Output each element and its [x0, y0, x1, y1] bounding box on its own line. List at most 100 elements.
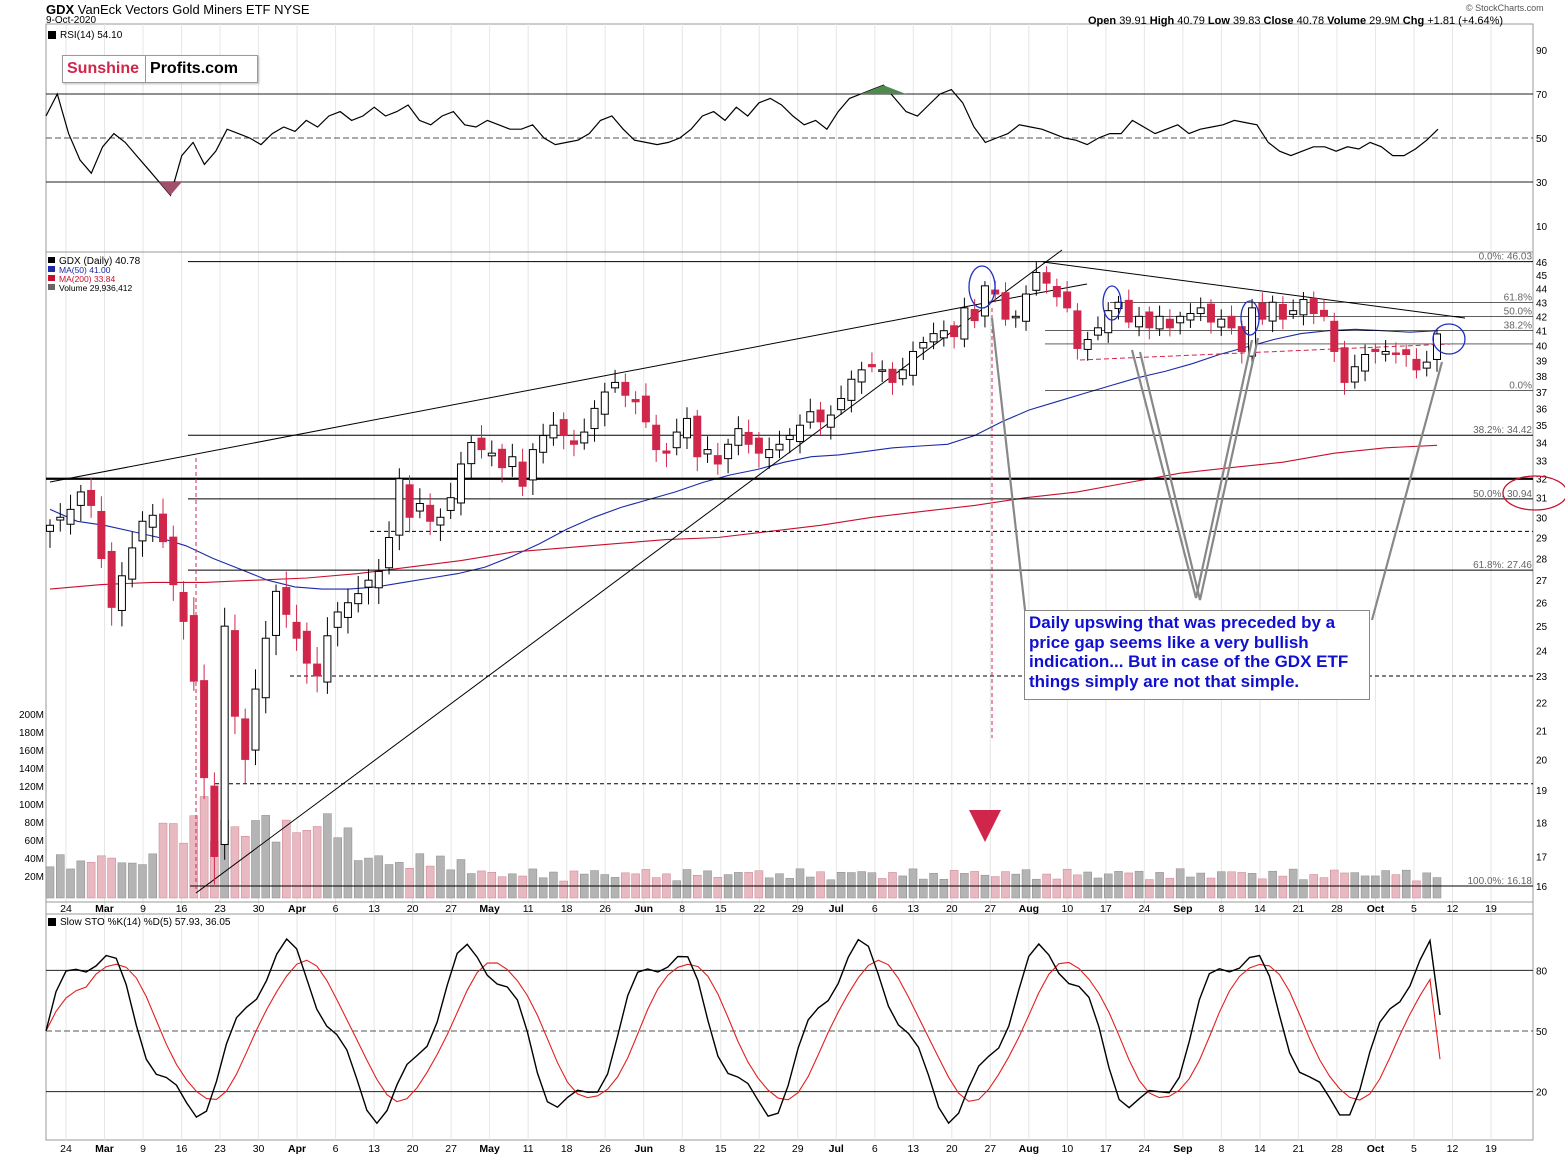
- price-y-tick: 27: [1536, 576, 1548, 587]
- candle-body: [1042, 272, 1051, 284]
- x-tick-label-bottom: 23: [214, 1143, 226, 1155]
- candle-body: [837, 398, 846, 411]
- x-tick-label-bottom: 20: [946, 1143, 958, 1155]
- price-legend-swatch: [48, 257, 55, 263]
- gap-ellipse: [968, 265, 996, 309]
- candle-body: [343, 602, 352, 618]
- candle-body: [1001, 292, 1010, 320]
- x-tick-label: 24: [1139, 903, 1151, 915]
- x-tick-label: Jun: [634, 903, 653, 915]
- candle-body: [1124, 299, 1133, 323]
- volume-bar: [1330, 869, 1339, 899]
- candle-body: [662, 450, 671, 454]
- pointer-line: [990, 317, 1027, 611]
- x-tick-label: 14: [1254, 903, 1266, 915]
- volume-bar: [1114, 871, 1123, 899]
- sto-legend-swatch: [48, 918, 56, 926]
- candle-body: [385, 537, 394, 569]
- candle-body: [374, 570, 383, 589]
- candle-body: [364, 579, 373, 588]
- volume-bar: [919, 878, 928, 899]
- candle-body: [1217, 318, 1226, 328]
- candle-body: [1350, 366, 1359, 383]
- volume-bar: [1422, 872, 1431, 899]
- volume-bar: [1124, 872, 1134, 899]
- volume-bar: [158, 822, 168, 899]
- volume-bar: [1186, 876, 1195, 899]
- volume-bar: [569, 870, 579, 899]
- price-y-tick: 31: [1536, 494, 1548, 505]
- candle-body: [970, 309, 979, 322]
- volume-bar: [682, 869, 692, 899]
- volume-bar: [425, 865, 435, 899]
- candle-body: [754, 437, 763, 454]
- volume-bar: [405, 867, 414, 899]
- price-target-ellipse: [1502, 475, 1565, 511]
- logo-part-sunshine: Sunshine: [63, 56, 147, 82]
- volume-bar: [374, 855, 384, 899]
- candle-body: [1391, 352, 1400, 355]
- volume-bar: [693, 874, 702, 899]
- x-tick-label-bottom: 30: [253, 1143, 265, 1155]
- rsi-y-tick: 50: [1536, 134, 1548, 145]
- volume-bar: [1350, 872, 1360, 899]
- price-legend-swatch: [48, 284, 55, 290]
- volume-y-tick: 40M: [25, 854, 44, 865]
- x-tick-label-bottom: 10: [1062, 1143, 1074, 1155]
- x-tick-label-bottom: 20: [407, 1143, 419, 1155]
- annotations: [968, 265, 1565, 842]
- x-tick-label: 20: [407, 903, 419, 915]
- volume-bar: [980, 874, 990, 899]
- candle-body: [1278, 303, 1287, 320]
- x-tick-label-bottom: 8: [1218, 1143, 1224, 1155]
- x-tick-label-bottom: 8: [679, 1143, 685, 1155]
- candle-body: [477, 437, 486, 451]
- volume-y-tick: 80M: [25, 818, 44, 829]
- x-tick-label-bottom: 28: [1331, 1143, 1343, 1155]
- candle-body: [1186, 312, 1195, 321]
- x-tick-label-bottom: Aug: [1019, 1143, 1039, 1155]
- price-y-tick: 16: [1536, 882, 1548, 893]
- x-tick-label: Mar: [95, 903, 114, 915]
- x-tick-label: 8: [1218, 903, 1224, 915]
- volume-y-tick: 100M: [19, 800, 44, 811]
- volume-bar: [456, 859, 466, 899]
- candle-body: [1371, 348, 1380, 352]
- volume-bar: [672, 880, 681, 899]
- price-y-tick: 38: [1536, 372, 1548, 383]
- candle-body: [230, 630, 239, 717]
- volume-bar: [549, 871, 558, 899]
- volume-bar: [107, 857, 116, 899]
- rsi-legend-swatch: [48, 31, 56, 39]
- candle-body: [405, 484, 414, 518]
- price-y-tick: 35: [1536, 421, 1548, 432]
- volume-bar: [1093, 877, 1103, 899]
- candle-body: [590, 407, 599, 430]
- x-tick-label-bottom: 5: [1411, 1143, 1417, 1155]
- volume-bar: [857, 871, 866, 899]
- candle-body: [1289, 310, 1298, 315]
- candle-body: [939, 330, 948, 339]
- annotation-box: Daily upswing that was preceded by a pri…: [1024, 610, 1370, 700]
- price-y-tick: 32: [1536, 475, 1548, 486]
- volume-bar: [487, 871, 497, 899]
- price-y-tick: 20: [1536, 755, 1548, 766]
- volume-bars: [45, 796, 1442, 899]
- upper-trendline: [49, 301, 991, 483]
- candle-body: [950, 325, 959, 338]
- x-tick-label: 6: [333, 903, 339, 915]
- volume-bar: [333, 837, 342, 899]
- candle-body: [929, 333, 938, 343]
- x-tick-label-bottom: 21: [1293, 1143, 1305, 1155]
- volume-bar: [538, 877, 548, 899]
- x-tick-label: Jul: [829, 903, 844, 915]
- x-tick-label-bottom: 15: [715, 1143, 727, 1155]
- chg-label: Chg: [1402, 15, 1425, 27]
- volume-y-tick: 20M: [25, 872, 44, 883]
- volume-bar: [621, 872, 630, 899]
- pointer-line: [1138, 337, 1260, 601]
- x-tick-label: 11: [523, 903, 534, 915]
- volume-bar: [1401, 869, 1411, 899]
- x-tick-label: 27: [984, 903, 996, 915]
- price-y-tick: 18: [1536, 818, 1548, 829]
